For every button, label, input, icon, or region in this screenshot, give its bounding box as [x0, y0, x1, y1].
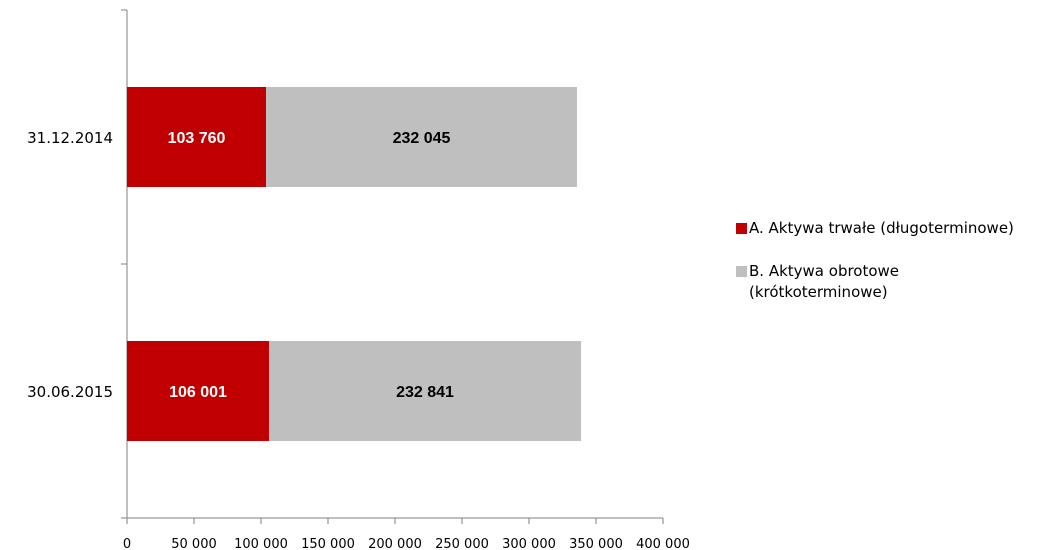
- x-tick-label-3: 150 000: [301, 537, 355, 550]
- x-tick-label-1: 50 000: [171, 537, 217, 550]
- x-tick-label-5: 250 000: [435, 537, 489, 550]
- x-tick-label-0: 0: [123, 537, 131, 550]
- legend-item-1: B. Aktywa obrotowe (krótkoterminowe): [736, 261, 1063, 303]
- data-label-0-1: 106 001: [169, 384, 227, 401]
- bar-0-0: [127, 87, 267, 187]
- legend-label-1: B. Aktywa obrotowe (krótkoterminowe): [749, 262, 900, 301]
- bar-1-0: [266, 87, 577, 187]
- bar-1-1: [269, 341, 582, 441]
- data-label-0-0: 103 760: [168, 130, 226, 147]
- x-tick-label-7: 350 000: [569, 537, 623, 550]
- legend-swatch-0: [736, 223, 747, 234]
- legend: A. Aktywa trwałe (długoterminowe) B. Akty…: [736, 218, 1063, 325]
- data-label-1-1: 232 841: [396, 384, 454, 401]
- category-label-1: 30.06.2015: [27, 383, 113, 401]
- x-tick-label-4: 200 000: [368, 537, 422, 550]
- x-tick-label-2: 100 000: [234, 537, 288, 550]
- legend-label-0: A. Aktywa trwałe (długoterminowe): [749, 219, 1014, 237]
- bar-0-1: [127, 341, 270, 441]
- category-label-0: 31.12.2014: [27, 129, 113, 147]
- x-tick-label-6: 300 000: [502, 537, 556, 550]
- x-tick-label-8: 400 000: [636, 537, 690, 550]
- legend-item-0: A. Aktywa trwałe (długoterminowe): [736, 218, 1063, 239]
- legend-swatch-1: [736, 266, 747, 277]
- data-label-1-0: 232 045: [393, 130, 451, 147]
